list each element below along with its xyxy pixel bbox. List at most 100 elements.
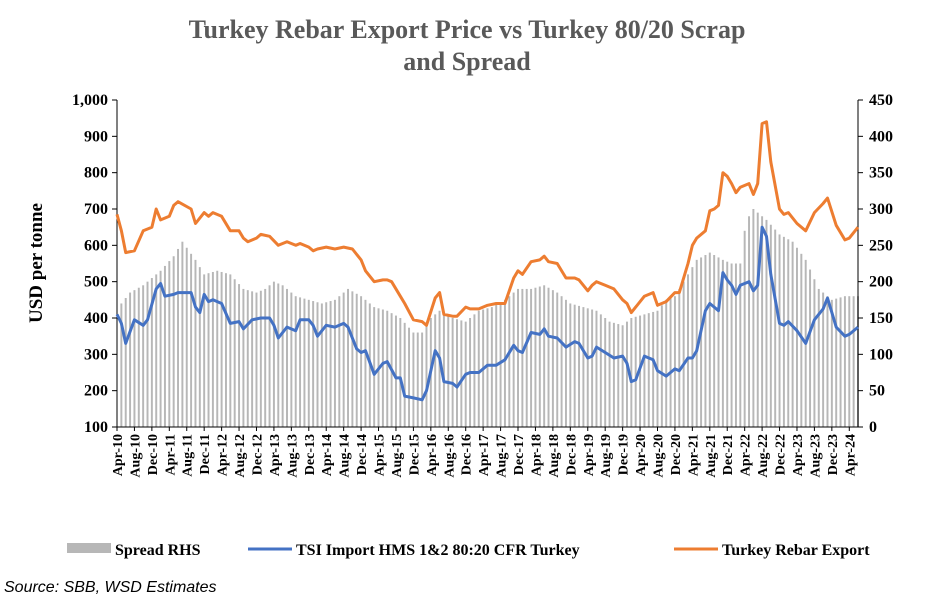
spread-bar [652,311,655,427]
spread-bar [477,310,480,427]
spread-bar [512,292,515,427]
x-tick-label: Dec-14 [355,434,370,475]
spread-bar [813,279,816,427]
spread-bar [185,247,188,427]
spread-bar [286,288,288,427]
y2-tick-label: 350 [869,165,893,182]
spread-bar [591,309,594,427]
spread-bar [333,299,336,427]
spread-bar [843,296,846,427]
legend-label: Turkey Rebar Export [722,542,870,559]
spread-bar [451,318,454,427]
spread-bar [264,288,267,427]
spread-bar [360,296,363,427]
spread-bar [216,270,219,427]
spread-bar [647,313,650,427]
spread-bar [447,315,450,427]
spread-bar [120,303,123,427]
spread-bar [456,319,458,427]
spread-bar [347,288,349,427]
x-tick-label: Apr-24 [843,434,858,476]
spread-bar [817,288,820,427]
y2-tick-label: 100 [869,346,893,363]
spread-bar [708,252,711,427]
spread-bar [364,299,367,427]
spread-bar [146,281,149,427]
spread-bar [787,239,790,427]
y-tick-label: 1,000 [72,92,108,109]
spread-bar [159,270,162,427]
spread-bar [582,307,585,427]
x-tick-label: Dec-18 [564,434,579,475]
spread-bar [556,292,559,427]
spread-bar [142,285,145,427]
spread-bar [822,292,825,427]
spread-bar [133,290,136,427]
x-tick-label: Aug-20 [651,434,666,478]
spread-bar [442,313,445,427]
x-tick-label: Apr-11 [163,434,178,475]
y-tick-label: 700 [84,201,108,218]
spread-bar [721,259,724,427]
x-tick-label: Apr-19 [582,434,597,476]
spread-bar [673,296,676,427]
spread-bar [399,318,402,427]
spread-bar [778,234,781,427]
spread-bars [120,209,859,427]
spread-bar [251,291,254,427]
x-tick-label: Apr-16 [425,434,440,476]
spread-bar [238,284,241,427]
spread-bar [608,321,611,427]
spread-bar [700,257,703,427]
spread-bar [325,302,328,427]
spread-bar [595,310,598,427]
x-tick-label: Apr-20 [634,434,649,476]
spread-bar [643,314,646,427]
spread-bar [416,332,419,427]
source-note: Source: SBB, WSD Estimates [4,579,217,596]
spread-bar [294,296,297,427]
y-axis-label: USD per tonne [26,203,47,323]
spread-bar [438,310,441,427]
x-tick-label: Apr-13 [268,434,283,476]
x-tick-label: Dec-11 [198,434,213,474]
legend: Spread RHS TSI Import HMS 1&2 80:20 CFR T… [67,542,870,559]
y2-tick-label: 250 [869,237,893,254]
spread-bar [730,263,733,427]
y2-tick-label: 450 [869,92,893,109]
spread-bar [211,271,214,427]
legend-label: Spread RHS [115,542,201,559]
spread-bar [351,291,354,427]
spread-bar [774,229,777,427]
axes: 100 200 300 400 500 600 700 800 900 1,000 0 50 100 15… [72,92,893,478]
spread-bar [303,298,306,427]
spread-bar [717,257,720,427]
spread-bar [551,290,554,427]
spread-bar [791,241,794,427]
chart-title-line-1: Turkey Rebar Export Price vs Turkey 80/2… [189,15,746,44]
spread-bar [255,292,258,427]
spread-bar [412,332,415,427]
series-lines [115,120,860,402]
spread-bar [394,315,397,427]
spread-bar [621,325,624,427]
spread-bar [826,296,829,427]
spread-bar [612,322,615,427]
spread-bar [630,318,633,427]
spread-bar [564,299,567,427]
x-tick-label: Apr-21 [686,434,701,476]
spread-bar [408,327,411,427]
spread-bar [137,287,140,427]
spread-bar [342,292,345,427]
x-tick-label: Aug-22 [756,434,771,478]
spread-bar [177,248,180,427]
x-tick-label: Dec-20 [669,434,684,475]
spread-bar [316,302,319,427]
y-tick-label: 800 [84,165,108,182]
spread-bar [386,310,389,427]
x-tick-label: Aug-12 [233,434,248,478]
spread-bar [743,230,746,427]
spread-bar [129,292,132,427]
spread-bar [277,283,280,427]
